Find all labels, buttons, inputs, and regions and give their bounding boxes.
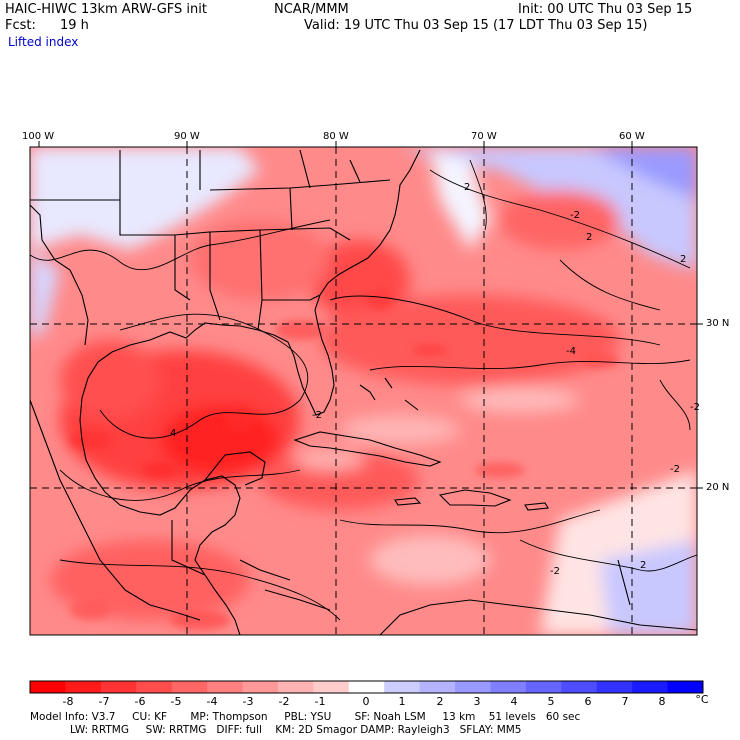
contour-label: -2: [312, 410, 322, 421]
colorbar-swatch: [171, 681, 208, 693]
colorbar-label: -2: [278, 695, 290, 708]
coastlines: [30, 149, 697, 635]
stable-area-mexico-plateau: [30, 250, 60, 340]
contour-label: -2: [690, 402, 700, 413]
lon-label-90w: 90 W: [174, 131, 200, 142]
colorbar-label: -4: [206, 695, 218, 708]
contour-label: -2: [550, 566, 560, 577]
colorbar-label: 1: [398, 695, 406, 708]
lon-label-70w: 70 W: [471, 131, 497, 142]
colorbar-label: 0: [362, 695, 370, 708]
lon-label-60w: 60 W: [619, 131, 645, 142]
colorbar-swatch: [596, 681, 633, 693]
colorbar-label: -7: [98, 695, 110, 708]
stable-area-offshore: [430, 150, 490, 250]
colorbar-swatch: [100, 681, 137, 693]
colorbar-label: 7: [621, 695, 629, 708]
colorbar-label: 8: [658, 695, 666, 708]
colorbar-label: 6: [584, 695, 592, 708]
colorbar-swatch: [65, 681, 102, 693]
organization: NCAR/MMM: [274, 2, 349, 17]
latlon-grid: [30, 147, 697, 635]
colorbar-label: 3: [473, 695, 481, 708]
contour-label: 4: [170, 428, 176, 439]
colorbar-label: -8: [62, 695, 74, 708]
forecast-label: Fcst:: [5, 18, 36, 33]
lon-label-100w: 100 W: [22, 131, 55, 142]
init-time: Init: 00 UTC Thu 03 Sep 15: [518, 2, 693, 17]
colorbar-swatch: [490, 681, 527, 693]
colorbar-label: -5: [170, 695, 182, 708]
contour-label: 2: [586, 232, 592, 243]
lat-label-30n: 30 N: [706, 318, 730, 329]
lon-label-80w: 80 W: [323, 131, 349, 142]
lat-label-20n: 20 N: [706, 482, 730, 493]
colorbar-swatch: [30, 681, 66, 693]
colorbar-swatch: [277, 681, 314, 693]
colorbar-label: 4: [510, 695, 518, 708]
colorbar-swatch: [207, 681, 244, 693]
field-name: Lifted index: [8, 35, 79, 49]
map-frame: [29, 146, 698, 636]
colorbar-label: -6: [134, 695, 146, 708]
stable-area-southeast: [600, 540, 697, 635]
colorbar-swatch: [525, 681, 562, 693]
model-title: HAIC-HIWC 13km ARW-GFS init: [5, 2, 207, 17]
contour-label: -2: [570, 210, 580, 221]
model-info-line1: Model Info: V3.7 CU: KF MP: Thompson PBL…: [30, 711, 581, 723]
axis-ticks: [38, 141, 703, 489]
colorbar-frame: [29, 680, 704, 694]
colorbar: [29, 680, 704, 694]
colorbar-swatch: [667, 681, 704, 693]
colorbar-swatch: [384, 681, 421, 693]
colorbar-swatch: [455, 681, 491, 693]
contour-label: -2: [670, 464, 680, 475]
colorbar-swatch: [419, 681, 456, 693]
contour-label: 2: [640, 560, 646, 571]
colorbar-swatch: [136, 681, 173, 693]
stable-area-northwest: [30, 147, 260, 250]
stable-area-northeast: [400, 147, 697, 270]
contour-label: 2: [464, 182, 470, 193]
colorbar-label: 5: [547, 695, 555, 708]
stable-area-far-northeast: [590, 147, 697, 200]
colorbar-swatch: [348, 681, 385, 693]
forecast-hour: 19 h: [60, 18, 89, 33]
colorbar-label: -3: [242, 695, 254, 708]
colorbar-swatch: [561, 681, 598, 693]
valid-time: Valid: 19 UTC Thu 03 Sep 15 (17 LDT Thu …: [304, 18, 648, 33]
colorbar-label: 2: [436, 695, 444, 708]
colorbar-swatch: [632, 681, 669, 693]
colorbar-swatch: [313, 681, 350, 693]
model-info-line2: LW: RRTMG SW: RRTMG DIFF: full KM: 2D Sm…: [70, 724, 522, 736]
colorbar-swatch: [242, 681, 279, 693]
contour-label: 2: [680, 254, 686, 265]
contour-lines: [30, 159, 697, 621]
contour-label: -4: [566, 346, 576, 357]
colorbar-unit: °C: [695, 693, 709, 706]
colorbar-label: -1: [314, 695, 326, 708]
